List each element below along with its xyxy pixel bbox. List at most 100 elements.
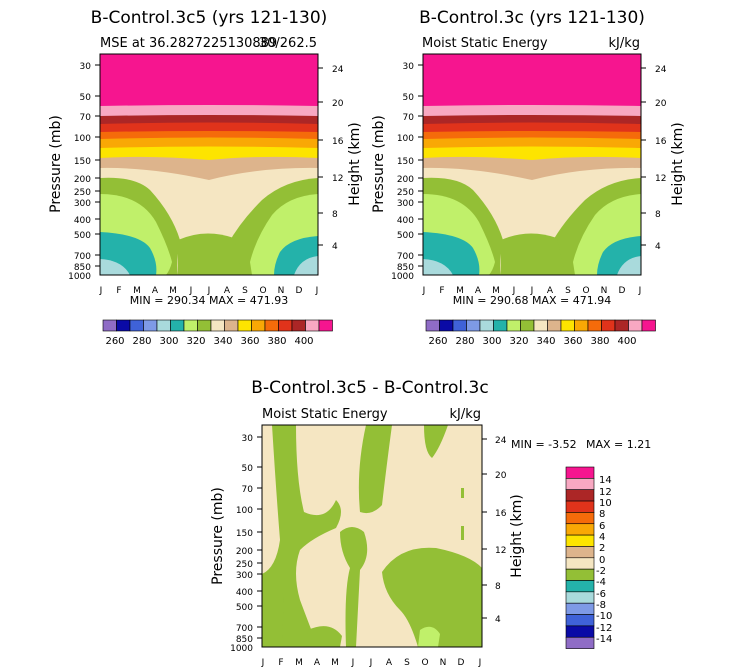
colorbar-swatch xyxy=(506,319,521,332)
month-tick-labels: J F M A M J J A S O N D J xyxy=(261,658,482,668)
height-tick-labels: 24 20 16 12 8 4 xyxy=(655,65,667,252)
colorbar-swatch xyxy=(601,319,616,332)
pressure-tick-label: 1000 xyxy=(68,272,91,282)
colorbar-swatch xyxy=(565,478,595,491)
month-tick-label: J xyxy=(512,286,516,296)
pressure-tick-label: 30 xyxy=(242,434,254,444)
colorbar-swatch xyxy=(479,319,494,332)
colorbar-label: -4 xyxy=(596,577,606,588)
colorbar-swatch xyxy=(565,546,595,559)
colorbar-swatch xyxy=(565,625,595,638)
pressure-tick-label: 150 xyxy=(397,157,414,167)
pressure-tick-label: 500 xyxy=(74,231,91,241)
pressure-tick-label: 200 xyxy=(236,547,253,557)
month-tick-label: A xyxy=(547,286,554,296)
panel-1-right-subtitle: 30/262.5 xyxy=(259,36,317,51)
colorbar-label: 380 xyxy=(590,336,609,347)
mse-region-lightblue-left xyxy=(100,259,130,275)
diff-region-green-small-right-2 xyxy=(461,526,464,540)
colorbar-label: 340 xyxy=(536,336,555,347)
pressure-tick-label: 50 xyxy=(242,464,254,474)
panel-3-plot-area xyxy=(261,424,483,648)
plot-frame xyxy=(99,53,319,276)
pressure-tick-label: 30 xyxy=(80,62,92,72)
colorbar-swatch xyxy=(291,319,306,332)
colorbar-swatch xyxy=(102,319,117,332)
month-tick-label: D xyxy=(458,658,465,668)
colorbar-swatch xyxy=(565,466,595,479)
colorbar-label: 260 xyxy=(428,336,447,347)
mse-band-tan xyxy=(423,156,641,180)
month-tick-label: M xyxy=(169,286,177,296)
month-tick-label: A xyxy=(224,286,231,296)
colorbar-label: 4 xyxy=(599,532,605,543)
height-tick-label: 24 xyxy=(495,436,507,446)
colorbar-swatch xyxy=(565,591,595,604)
colorbar-swatches xyxy=(425,319,656,332)
pressure-tick-label: 300 xyxy=(236,571,253,581)
colorbar-swatch xyxy=(170,319,185,332)
pressure-tick-label: 50 xyxy=(403,93,415,103)
month-tick-labels: J F M A M J J A S O N D J xyxy=(99,286,319,296)
pressure-tick-label: 150 xyxy=(236,529,253,539)
month-tick-label: M xyxy=(331,658,339,668)
pressure-tick-label: 150 xyxy=(74,157,91,167)
pressure-tick-label: 1000 xyxy=(391,272,414,282)
min-stat: MIN = -3.52 xyxy=(511,438,577,451)
month-tick-label: D xyxy=(296,286,303,296)
month-tick-label: J xyxy=(189,286,193,296)
plot-frame xyxy=(261,424,483,648)
colorbar-label: -12 xyxy=(596,623,612,634)
month-tick-labels: J F M A M J J A S O N D J xyxy=(422,286,642,296)
colorbar-label: 300 xyxy=(482,336,501,347)
colorbar-label: 380 xyxy=(267,336,286,347)
colorbar-label: 14 xyxy=(599,475,612,486)
month-tick-label: F xyxy=(278,658,283,668)
colorbar-swatch xyxy=(116,319,131,332)
panel-3: B-Control.3c5 - B-Control.3c Moist Stati… xyxy=(210,378,651,668)
colorbar-label: 8 xyxy=(599,509,605,520)
mse-band-upper-stratosphere xyxy=(100,54,318,109)
mse-band-pink xyxy=(100,105,318,118)
pressure-tick-label: 300 xyxy=(397,199,414,209)
month-tick-label: S xyxy=(242,286,248,296)
panel-3-title: B-Control.3c5 - B-Control.3c xyxy=(251,378,488,398)
tick-marks xyxy=(418,64,646,267)
month-tick-label: A xyxy=(152,286,159,296)
month-tick-label: D xyxy=(619,286,626,296)
colorbar-labels: 260 280 300 320 340 360 380 400 xyxy=(428,336,636,347)
month-tick-label: J xyxy=(422,286,426,296)
colorbar-label: -8 xyxy=(596,600,606,611)
colorbar-label: 2 xyxy=(599,543,605,554)
colorbar-swatch xyxy=(565,636,595,649)
colorbar-swatch xyxy=(452,319,467,332)
month-tick-label: N xyxy=(440,658,447,668)
diff-region-green-lower-right xyxy=(382,547,482,647)
height-tick-label: 16 xyxy=(495,509,507,519)
pressure-tick-label: 70 xyxy=(80,113,92,123)
pressure-tick-label: 100 xyxy=(236,506,253,516)
diff-region-green-small-right-1 xyxy=(461,488,464,498)
colorbar-swatch xyxy=(520,319,535,332)
colorbar-label: 320 xyxy=(509,336,528,347)
diff-region-lightgreen-patch xyxy=(418,626,440,647)
month-tick-label: M xyxy=(295,658,303,668)
height-tick-label: 4 xyxy=(332,242,338,252)
colorbar-swatch xyxy=(560,319,575,332)
pressure-tick-label: 400 xyxy=(397,216,414,226)
pressure-tick-label: 500 xyxy=(397,231,414,241)
month-tick-label: S xyxy=(565,286,571,296)
diff-region-green-center-blob xyxy=(340,527,368,647)
y2-axis-label: Height (km) xyxy=(347,122,363,205)
height-tick-label: 24 xyxy=(655,65,667,75)
height-tick-labels: 24 20 16 12 8 4 xyxy=(332,65,344,252)
y2-axis-label: Height (km) xyxy=(670,122,686,205)
colorbar-label: 340 xyxy=(213,336,232,347)
colorbar-swatch xyxy=(156,319,171,332)
colorbar-swatch xyxy=(493,319,508,332)
height-tick-labels: 24 20 16 12 8 4 xyxy=(495,436,507,625)
colorbar-label: -14 xyxy=(596,634,612,645)
colorbar-swatch xyxy=(565,500,595,513)
pressure-tick-label: 850 xyxy=(236,635,253,645)
pressure-tick-label: 300 xyxy=(74,199,91,209)
